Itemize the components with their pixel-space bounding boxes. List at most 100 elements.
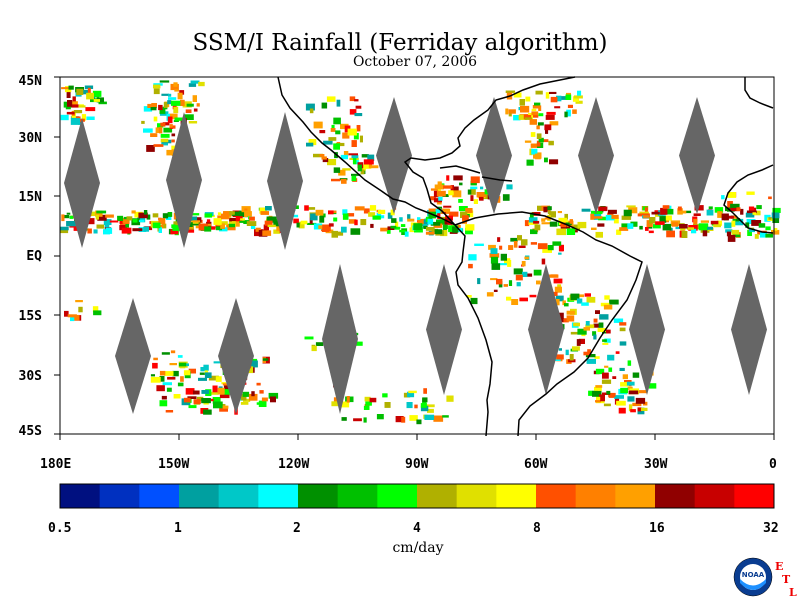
rain-cell bbox=[71, 104, 79, 108]
rain-cell bbox=[356, 125, 361, 132]
rain-cell bbox=[196, 217, 202, 222]
rain-cell bbox=[344, 125, 351, 133]
rain-cell bbox=[394, 226, 401, 230]
rain-cell bbox=[414, 404, 418, 409]
rain-cell bbox=[338, 169, 346, 176]
rain-cell bbox=[328, 137, 337, 141]
rain-cell bbox=[570, 293, 580, 301]
rain-cell bbox=[630, 221, 638, 227]
rain-cell bbox=[549, 159, 559, 165]
rain-cell bbox=[61, 87, 70, 90]
rain-cell bbox=[354, 99, 359, 102]
rain-cell bbox=[536, 280, 541, 285]
rain-cell bbox=[477, 278, 481, 285]
rain-cell bbox=[399, 217, 403, 222]
rain-cell bbox=[64, 310, 69, 317]
rain-cell bbox=[500, 253, 507, 261]
rain-cell bbox=[465, 224, 475, 231]
rain-cell bbox=[440, 216, 448, 220]
rain-cell bbox=[267, 224, 276, 228]
rain-cell bbox=[549, 91, 557, 94]
rain-cell bbox=[519, 99, 525, 106]
rain-cell bbox=[568, 359, 576, 363]
rain-cell bbox=[187, 229, 195, 233]
rain-cell bbox=[399, 230, 406, 233]
rain-cell bbox=[443, 185, 453, 189]
rain-cell bbox=[166, 387, 172, 392]
rain-cell bbox=[87, 87, 91, 94]
rain-cell bbox=[152, 362, 158, 369]
rain-cell bbox=[384, 402, 391, 408]
rain-cell bbox=[538, 105, 542, 111]
rain-cell bbox=[96, 224, 105, 229]
rain-cell bbox=[76, 88, 84, 95]
rain-cell bbox=[229, 211, 235, 215]
rain-cell bbox=[436, 190, 446, 197]
rain-cell bbox=[530, 132, 536, 137]
colorbar-bin bbox=[655, 484, 696, 508]
rain-cell bbox=[642, 401, 648, 406]
rain-cell bbox=[328, 210, 334, 215]
rain-cell bbox=[378, 209, 386, 214]
rain-cell bbox=[437, 206, 442, 209]
rain-cell bbox=[345, 213, 355, 217]
rain-cell bbox=[406, 402, 413, 409]
rain-cell bbox=[504, 258, 511, 265]
rain-cell bbox=[552, 241, 562, 246]
rain-cell bbox=[158, 104, 163, 111]
rain-cell bbox=[598, 206, 608, 212]
rain-cell bbox=[407, 214, 411, 220]
rain-cell bbox=[153, 116, 158, 122]
rain-cell bbox=[105, 214, 114, 218]
rain-cell bbox=[449, 211, 459, 217]
rain-cell bbox=[66, 212, 71, 215]
rain-cell bbox=[542, 246, 552, 253]
rain-cell bbox=[453, 175, 463, 181]
colorbar-bin bbox=[139, 484, 180, 508]
rain-cell bbox=[350, 228, 361, 235]
rain-cell bbox=[304, 205, 309, 211]
rain-cell bbox=[534, 224, 541, 231]
colorbar-tick-4: 4 bbox=[413, 521, 421, 536]
rain-cell bbox=[82, 89, 90, 95]
rain-cell bbox=[264, 220, 273, 226]
rain-cell bbox=[677, 206, 682, 214]
rain-cell bbox=[186, 103, 194, 107]
rain-cell bbox=[666, 230, 675, 238]
rain-cell bbox=[174, 117, 184, 121]
rain-cell bbox=[235, 216, 243, 222]
rain-cell bbox=[604, 338, 611, 343]
colorbar-tick-32: 32 bbox=[763, 521, 779, 536]
rain-cell bbox=[529, 148, 533, 156]
rain-cell bbox=[158, 218, 166, 225]
rain-cell bbox=[710, 220, 719, 225]
rain-cell bbox=[71, 314, 80, 321]
rain-cell bbox=[556, 95, 562, 102]
rain-cell bbox=[619, 227, 629, 231]
rain-cell bbox=[643, 215, 649, 218]
rain-cell bbox=[219, 227, 228, 232]
rain-cell bbox=[153, 83, 163, 86]
rain-cell bbox=[369, 205, 377, 211]
no-data-swath bbox=[267, 112, 303, 250]
rain-cell bbox=[506, 184, 513, 190]
rain-cell bbox=[86, 92, 94, 100]
rain-cell bbox=[168, 93, 172, 97]
rain-cell bbox=[407, 391, 415, 398]
rain-cell bbox=[644, 207, 648, 213]
rain-cell bbox=[354, 206, 365, 211]
rain-cell bbox=[566, 228, 576, 235]
rain-cell bbox=[188, 368, 196, 374]
rain-cell bbox=[524, 117, 533, 120]
rain-cell bbox=[619, 327, 626, 332]
rain-cell bbox=[611, 214, 619, 219]
rain-cell bbox=[81, 114, 87, 121]
coastlines bbox=[277, 76, 774, 437]
rain-cell bbox=[434, 184, 444, 190]
rain-cell bbox=[265, 206, 272, 211]
rain-cell bbox=[409, 227, 415, 233]
rain-cell bbox=[562, 300, 566, 306]
rain-cell bbox=[433, 198, 442, 203]
rain-cell bbox=[198, 223, 209, 231]
